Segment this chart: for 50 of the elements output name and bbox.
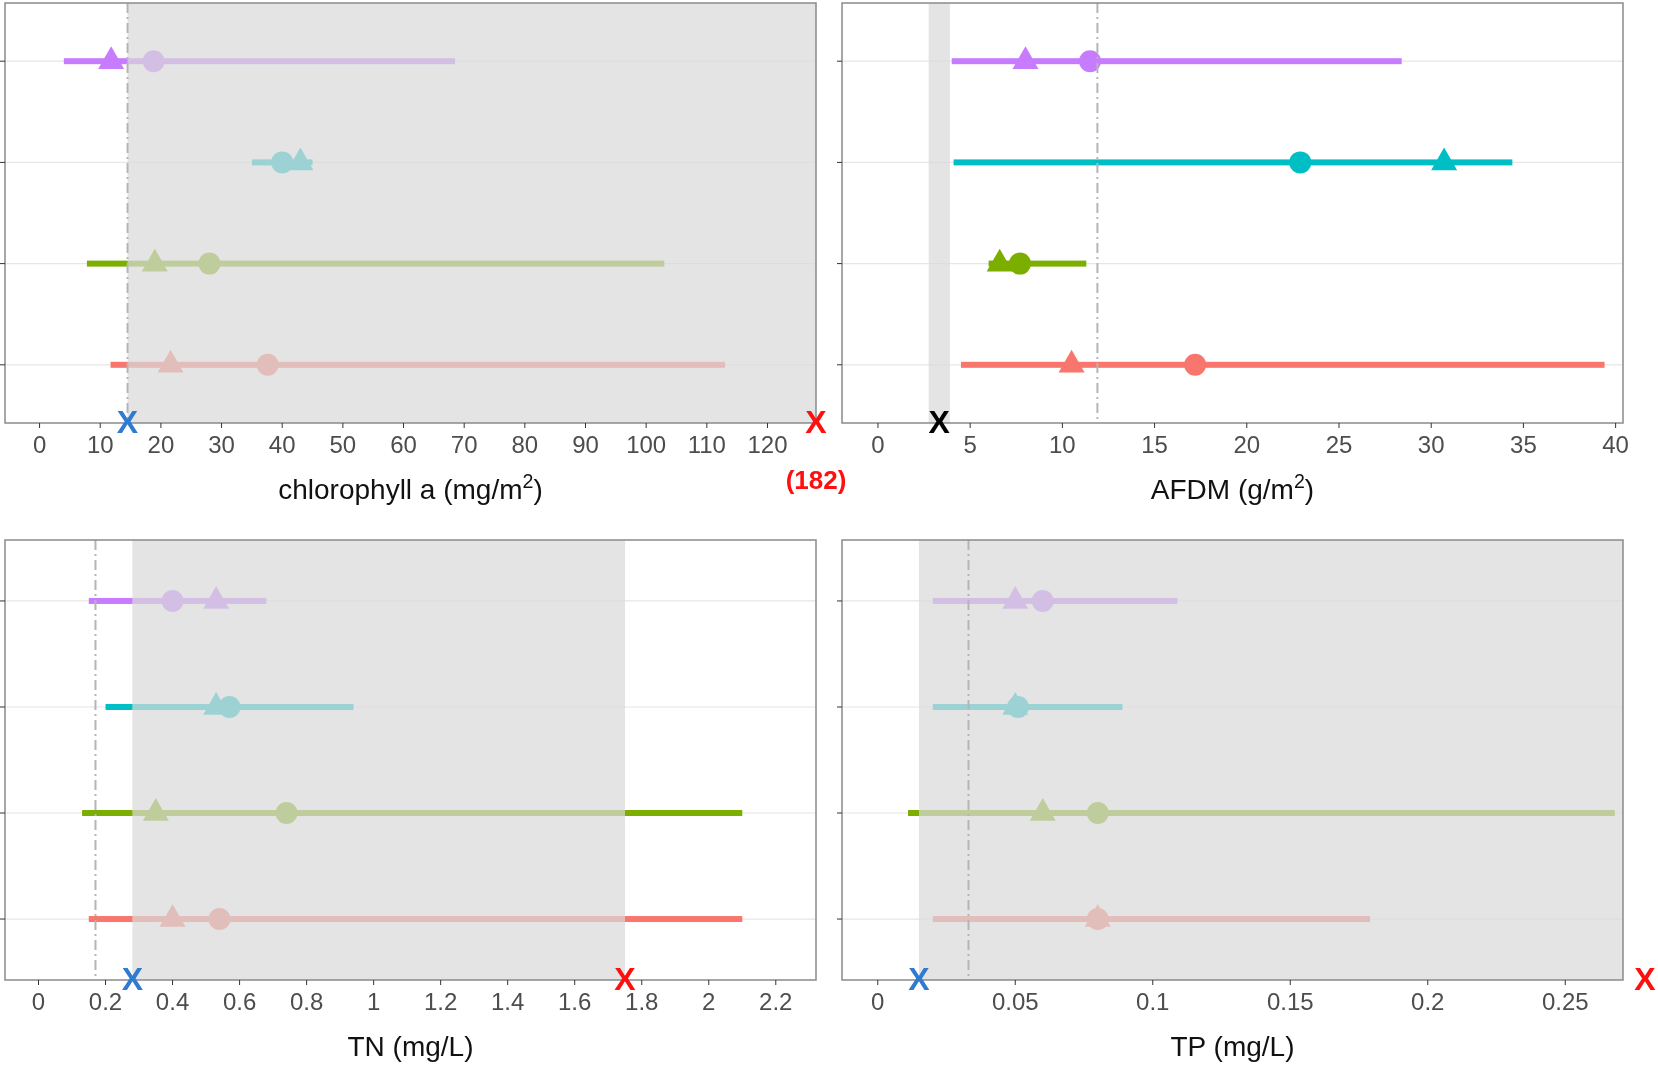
x-tick-label: 90 <box>572 431 599 458</box>
x-tick-label: 80 <box>511 431 539 458</box>
x-tick-label: 120 <box>747 431 788 458</box>
x-tick-label: 1 <box>366 988 381 1015</box>
x-tick-label: 0 <box>871 431 885 458</box>
x-tick-label: 20 <box>147 431 175 458</box>
x-tick-label: 25 <box>1325 431 1353 458</box>
annotation: X <box>928 404 951 440</box>
x-tick-label: 2.2 <box>759 988 793 1015</box>
x-tick-label: 35 <box>1510 431 1537 458</box>
x-tick-label: 1.4 <box>491 988 525 1015</box>
annotation: X <box>116 404 139 440</box>
x-tick-label: 30 <box>208 431 235 458</box>
x-tick-label: 110 <box>687 431 726 458</box>
x-tick-label: 50 <box>329 431 357 458</box>
x-tick-label: 0.4 <box>155 988 190 1015</box>
x-tick-label: 100 <box>626 431 667 458</box>
x-tick-label: 0.1 <box>1136 988 1170 1015</box>
x-tick-label: 20 <box>1233 431 1261 458</box>
x-axis-title: TP (mg/L) <box>1170 1031 1295 1062</box>
text: X <box>1634 961 1657 997</box>
x-tick-label: 15 <box>1141 431 1168 458</box>
x-tick-label: 1.6 <box>558 988 592 1015</box>
x-tick-label: 40 <box>1602 431 1629 458</box>
text: (182) <box>785 465 847 495</box>
x-tick-label: 0.8 <box>289 988 324 1015</box>
x-axis-title: TN (mg/L) <box>347 1031 474 1062</box>
x-tick-label: 1.2 <box>423 988 458 1015</box>
annotation: X <box>121 961 144 997</box>
x-tick-label: 0.6 <box>222 988 257 1015</box>
x-tick-label: 0 <box>32 431 47 458</box>
x-tick-label: 0.2 <box>1411 988 1445 1015</box>
x-tick-label: 30 <box>1417 431 1445 458</box>
x-tick-label: 0 <box>871 988 885 1015</box>
x-tick-label: 0.25 <box>1541 988 1589 1015</box>
x-tick-label: 60 <box>390 431 417 458</box>
x-tick-label: 0 <box>31 988 46 1015</box>
x-tick-label: 40 <box>268 431 296 458</box>
x-axis-title: chlorophyll a (mg/m$^{2}$) <box>278 470 543 505</box>
x-tick-label: 0.05 <box>991 988 1039 1015</box>
x-tick-label: 5 <box>963 431 977 458</box>
x-tick-label: 70 <box>450 431 478 458</box>
x-axis-title: AFDM (g/m$^{2}$) <box>1150 470 1315 505</box>
x-tick-label: 10 <box>1049 431 1076 458</box>
annotation: X <box>908 961 931 997</box>
x-tick-label: 10 <box>86 431 114 458</box>
x-tick-label: 0.2 <box>88 988 123 1015</box>
x-tick-label: 2 <box>702 988 716 1015</box>
x-tick-label: 0.15 <box>1266 988 1314 1015</box>
annotation: X <box>805 404 828 440</box>
